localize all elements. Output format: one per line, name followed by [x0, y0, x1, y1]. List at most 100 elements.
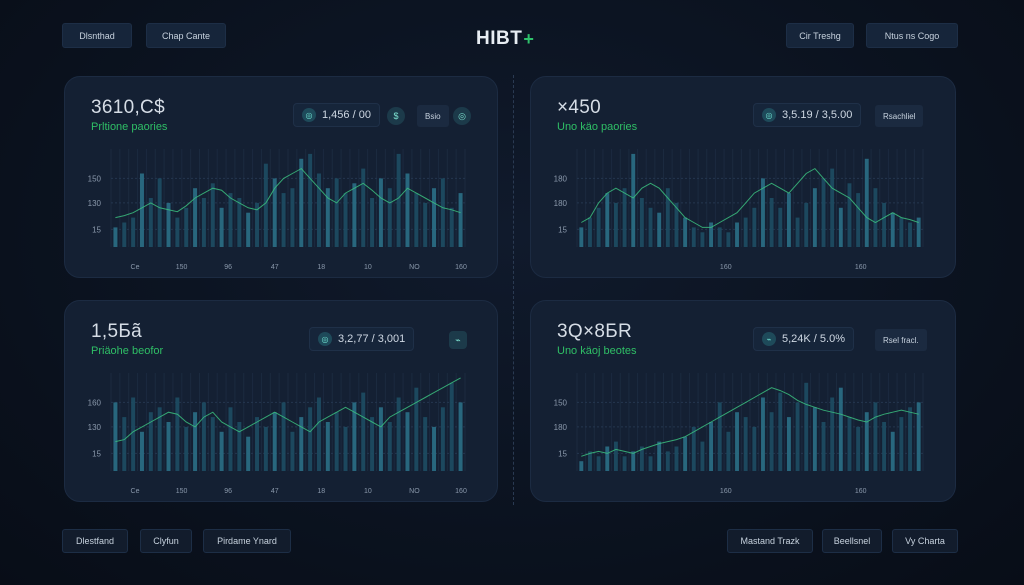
bar: [246, 212, 251, 247]
bar: [596, 207, 601, 247]
panel-tag[interactable]: Bsio: [417, 105, 449, 127]
bar: [414, 193, 419, 247]
footer-button[interactable]: Beellsnel: [822, 529, 882, 553]
bar: [113, 402, 118, 471]
bar: [804, 382, 809, 471]
bar: [700, 232, 705, 247]
dashboard-button[interactable]: Dlsnthad: [62, 23, 132, 48]
x-tick-label: 160: [720, 264, 732, 271]
bar: [193, 412, 198, 471]
footer-button[interactable]: Dlestfand: [62, 529, 128, 553]
x-tick-label: NO: [409, 488, 420, 495]
x-tick-label: 47: [271, 264, 279, 271]
bar: [908, 407, 912, 471]
bar: [210, 183, 215, 247]
bar: [691, 227, 696, 247]
bar: [778, 207, 783, 247]
target-icon[interactable]: ◎: [453, 107, 471, 125]
x-tick-label: 96: [224, 488, 232, 495]
bar: [370, 417, 375, 471]
bar: [352, 183, 357, 247]
bar-chart: 150 130 15 Ce 150 96 47 18 10 NO 160: [88, 149, 467, 271]
bar: [228, 193, 233, 247]
bar: [157, 407, 162, 471]
panel-value: 3610,C$: [91, 97, 165, 118]
bar: [184, 207, 189, 247]
bar: [579, 461, 584, 471]
bar: [709, 222, 714, 247]
y-tick-label: 130: [88, 423, 102, 432]
bar: [648, 456, 653, 471]
footer-button[interactable]: Vy Charta: [892, 529, 958, 553]
logo-mark-icon: +: [523, 28, 535, 49]
bar: [122, 417, 127, 471]
bar: [432, 188, 437, 247]
bar: [648, 207, 653, 247]
pulse-icon[interactable]: ⌁: [449, 331, 467, 349]
bar: [657, 441, 662, 471]
bar: [605, 446, 610, 471]
bar: [769, 198, 774, 247]
bar: [743, 217, 748, 247]
bar: [219, 431, 224, 471]
bar: [908, 222, 912, 247]
bar: [290, 188, 295, 247]
bar: [361, 168, 366, 247]
bar: [131, 397, 136, 471]
bar: [683, 436, 688, 471]
bar: [122, 222, 127, 247]
bar: [440, 407, 445, 471]
panel-value: 1,5Бã: [91, 321, 142, 342]
bar: [639, 446, 644, 471]
panel-subtitle: Uno käoj beotes: [557, 345, 637, 357]
footer-button[interactable]: Mastand Trazk: [727, 529, 813, 553]
bar: [272, 412, 277, 471]
bar: [804, 202, 809, 247]
dollar-icon[interactable]: $: [387, 107, 405, 125]
bar: [325, 422, 330, 471]
bar: [281, 193, 286, 247]
chart-panel-2: ×450 Uno käo paories ◎ 3,5.19 / 3,5.00 R…: [530, 76, 956, 278]
x-tick-label: 18: [317, 264, 325, 271]
bar: [752, 207, 757, 247]
bar: [255, 202, 260, 247]
bar: [405, 173, 410, 247]
x-tick-label: 160: [855, 488, 867, 495]
trading-button[interactable]: Cir Treshg: [786, 23, 854, 48]
footer-button[interactable]: Clyfun: [140, 529, 192, 553]
bar: [916, 402, 921, 471]
bar: [440, 178, 445, 247]
panel-subtitle: Priäohe beofor: [91, 345, 164, 357]
bar: [726, 232, 731, 247]
bar: [622, 188, 627, 247]
settings-button[interactable]: Ntus ns Cogo: [866, 23, 958, 48]
bar: [387, 188, 392, 247]
center-divider: [513, 75, 514, 505]
footer-button[interactable]: Pirdame Ynard: [203, 529, 291, 553]
bar: [622, 456, 627, 471]
stat-chip[interactable]: ◎ 3,2,77 / 3,001: [309, 327, 415, 351]
panel-tag[interactable]: Rsachliel: [875, 105, 924, 127]
logo-text: HIBT: [476, 28, 523, 49]
bar: [838, 207, 843, 247]
bar: [237, 198, 242, 247]
stat-chip[interactable]: ⌁ 5,24K / 5.0%: [753, 327, 854, 351]
bar: [830, 397, 835, 471]
bar: [210, 417, 215, 471]
bar: [812, 407, 817, 471]
bar: [157, 178, 162, 247]
bar: [184, 426, 189, 471]
panel-tag[interactable]: Rsel fracl.: [875, 329, 927, 351]
bar: [778, 392, 783, 471]
bar: [316, 173, 321, 247]
bar: [873, 188, 878, 247]
bar: [821, 178, 826, 247]
stat-text: 5,24K / 5.0%: [782, 333, 845, 345]
target-icon: ◎: [302, 108, 316, 122]
stat-chip[interactable]: ◎ 3,5.19 / 3,5.00: [753, 103, 862, 127]
x-tick-label: NO: [409, 264, 420, 271]
chart-center-button[interactable]: Chap Cante: [146, 23, 226, 48]
bar: [916, 217, 921, 247]
bar: [316, 397, 321, 471]
stat-chip[interactable]: ◎ 1,456 / 00: [293, 103, 380, 127]
